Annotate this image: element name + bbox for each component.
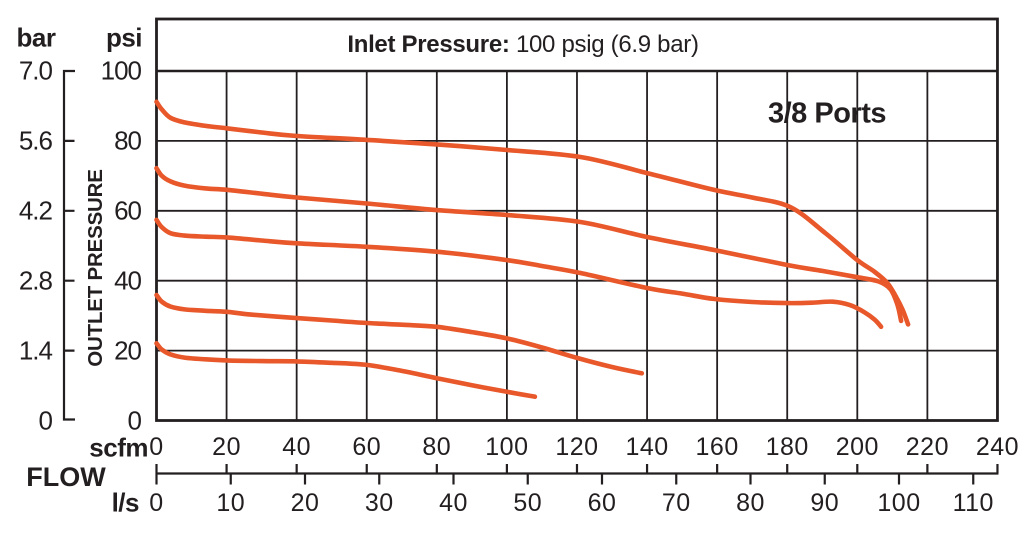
chart-title-key: Inlet Pressure: (347, 31, 510, 58)
psi-tick-label: 0 (127, 404, 143, 435)
scfm-tick-label: 20 (212, 433, 241, 461)
ls-tick-label: 10 (216, 489, 246, 517)
ls-tick-label: 0 (149, 489, 164, 517)
chart-title-value: 100 psig (6.9 bar) (509, 31, 699, 58)
scfm-tick-label: 240 (975, 433, 1020, 461)
ls-tick-label: 80 (736, 489, 765, 517)
bar-tick-label: 7.0 (18, 55, 53, 86)
bar-tick-label: 4.2 (18, 195, 53, 226)
psi-tick-label: 40 (114, 265, 142, 296)
chart-title: Inlet Pressure: 100 psig (6.9 bar) (347, 31, 699, 58)
ports-annotation: 3/8 Ports (768, 97, 887, 130)
bar-tick-label: 1.4 (18, 335, 53, 366)
scfm-tick-label: 200 (835, 433, 879, 461)
ls-tick-label: 60 (587, 489, 617, 517)
scfm-tick-label: 100 (485, 433, 529, 461)
scfm-tick-label: 220 (905, 433, 949, 461)
bar-tick-label: 5.6 (18, 125, 53, 156)
scfm-tick-label: 80 (422, 433, 452, 461)
psi-tick-label: 60 (114, 195, 142, 226)
ls-tick-label: 50 (513, 489, 543, 517)
scfm-tick-label: 160 (695, 433, 739, 461)
ls-tick-label: 100 (877, 489, 921, 517)
flow-curve-curve-1 (154, 99, 911, 327)
scfm-unit-label: scfm (89, 432, 148, 463)
y-axis-title: OUTLET PRESSURE (83, 169, 107, 367)
bar-tick-label: 2.8 (18, 265, 53, 296)
psi-unit-label: psi (105, 22, 143, 53)
scfm-tick-label: 40 (282, 433, 312, 461)
scfm-tick-label: 140 (625, 433, 669, 461)
ls-tick-label: 20 (290, 489, 320, 517)
flow-curve-curve-4 (154, 292, 645, 376)
ls-tick-label: 110 (952, 489, 994, 517)
flow-curve-curve-5 (154, 341, 538, 399)
scfm-tick-label: 0 (149, 433, 164, 461)
bar-tick-label: 0 (38, 404, 54, 435)
ls-tick-label: 90 (810, 489, 840, 517)
psi-tick-label: 80 (114, 125, 142, 156)
flow-curve-curve-3 (154, 217, 884, 330)
psi-tick-label: 100 (100, 55, 142, 86)
ls-tick-label: 40 (439, 489, 468, 517)
scfm-tick-label: 60 (352, 433, 382, 461)
flow-axis-title: FLOW (26, 461, 106, 492)
scfm-tick-label: 180 (765, 433, 809, 461)
bar-scale-bracket (62, 69, 75, 421)
ls-unit-label: l/s (111, 487, 140, 518)
psi-tick-label: 20 (114, 335, 142, 366)
bar-unit-label: bar (16, 22, 56, 53)
ls-tick-label: 30 (364, 489, 394, 517)
ls-tick-label: 70 (661, 489, 691, 517)
flow-axis-ruler (155, 464, 999, 485)
flow-curve-curve-2 (154, 165, 904, 324)
scfm-tick-label: 120 (555, 433, 599, 461)
